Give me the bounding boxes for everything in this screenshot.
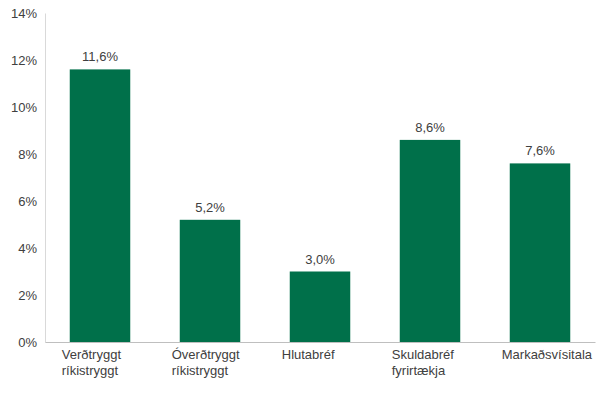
data-label: 5,2% [195, 200, 225, 215]
x-tick: Markaðsvísitala [502, 342, 593, 362]
data-label: 3,0% [305, 252, 335, 267]
bars [70, 69, 571, 342]
data-label: 8,6% [415, 120, 445, 135]
y-tick-label: 14% [11, 6, 37, 21]
x-tick-label: Skuldabréffyrirtækja [392, 347, 455, 378]
bar [180, 220, 241, 342]
y-tick-label: 0% [18, 335, 37, 350]
x-tick: Hlutabréf [282, 342, 335, 362]
y-axis: 0% 2% 4% 6% 8% 10% 12% 14% [11, 6, 46, 350]
y-tick: 4% [18, 241, 45, 256]
x-axis-line [46, 342, 596, 343]
chart: 0% 2% 4% 6% 8% 10% 12% 14% Verðtryggtríkistryggt… [0, 0, 600, 393]
x-tick: Skuldabréffyrirtækja [392, 342, 455, 378]
y-tick: 6% [18, 194, 45, 209]
y-tick: 2% [18, 288, 45, 303]
y-tick: 12% [11, 53, 45, 68]
y-axis-line [45, 14, 46, 343]
y-tick-label: 4% [18, 241, 37, 256]
y-tick-label: 2% [18, 288, 37, 303]
data-label: 11,6% [82, 49, 118, 64]
y-tick: 10% [11, 100, 45, 115]
x-tick: Óverðtryggtríkistryggt [172, 342, 240, 378]
y-tick: 0% [18, 335, 45, 350]
data-labels: 11,6% 5,2% 3,0% 8,6% 7,6% [82, 49, 555, 266]
x-axis: Verðtryggtríkistryggt Óverðtryggtríkistry… [46, 342, 596, 378]
bar [400, 140, 461, 342]
x-tick-label: Hlutabréf [282, 347, 335, 362]
x-tick-label: Óverðtryggtríkistryggt [172, 347, 240, 378]
bar [290, 272, 351, 343]
bar [510, 163, 571, 342]
y-tick: 8% [18, 147, 45, 162]
x-tick-label: Verðtryggtríkistryggt [62, 347, 122, 378]
x-tick-label: Markaðsvísitala [502, 347, 593, 362]
bar [70, 69, 131, 342]
data-label: 7,6% [525, 143, 555, 158]
y-tick-label: 8% [18, 147, 37, 162]
y-tick: 14% [11, 6, 45, 21]
y-tick-label: 10% [11, 100, 37, 115]
y-tick-label: 12% [11, 53, 37, 68]
y-tick-label: 6% [18, 194, 37, 209]
x-tick: Verðtryggtríkistryggt [62, 342, 122, 378]
